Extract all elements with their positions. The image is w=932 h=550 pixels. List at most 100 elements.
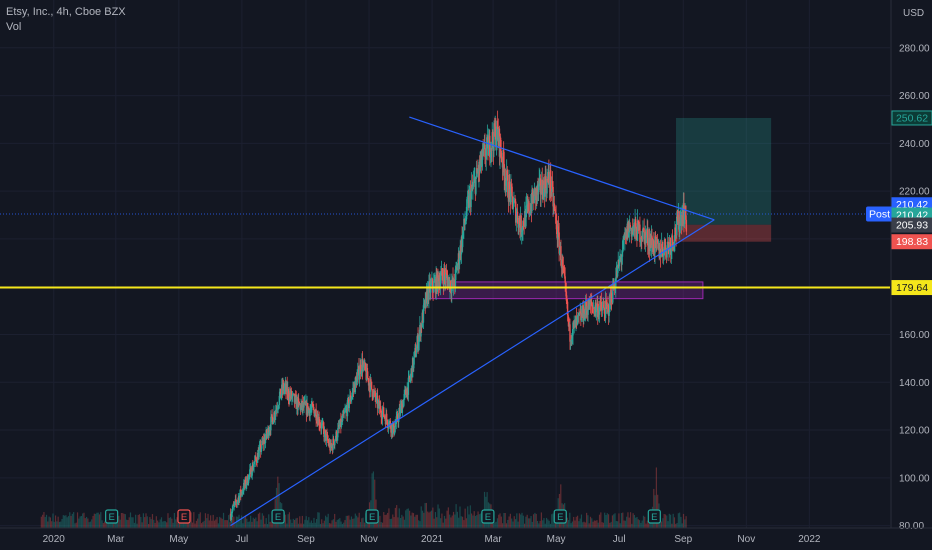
candle-body	[250, 475, 253, 477]
volume-bar	[47, 521, 49, 528]
currency-label[interactable]: USD	[903, 8, 924, 19]
earnings-marker[interactable]: E	[647, 509, 661, 524]
price-tag-value: 179.64	[896, 282, 928, 294]
volume-bar	[287, 514, 289, 528]
drawing-zones	[427, 117, 772, 300]
volume-bar	[122, 513, 124, 528]
volume-bar	[397, 517, 399, 528]
volume-bar	[433, 518, 435, 528]
volume-bar	[348, 515, 350, 528]
volume-bar	[321, 519, 323, 528]
volume-bar	[164, 521, 166, 528]
candle-body	[248, 474, 250, 476]
earnings-marker[interactable]: E	[481, 509, 495, 524]
volume-bar	[587, 515, 589, 528]
price-axis[interactable]: 80.00100.00120.00140.00160.00180.00200.0…	[890, 0, 930, 532]
volume-bar	[421, 510, 424, 528]
volume-bar	[89, 521, 92, 528]
volume-bar	[132, 517, 134, 528]
earnings-marker[interactable]: E	[105, 509, 119, 524]
volume-bar	[637, 519, 639, 528]
volume-bar	[418, 520, 420, 528]
candle-body	[612, 283, 614, 303]
candle-body	[636, 220, 639, 241]
candle-body	[513, 200, 515, 207]
candle-body	[635, 226, 638, 240]
candle-body	[557, 226, 560, 233]
price-tick-label: 100.00	[899, 473, 930, 484]
volume-bar	[410, 515, 412, 528]
candle-body	[360, 364, 362, 373]
volume-bar	[363, 522, 365, 528]
triangle-lower-trendline[interactable]	[230, 219, 715, 527]
price-tag-box	[891, 280, 932, 296]
volume-bar	[153, 519, 155, 528]
earnings-marker[interactable]: E	[553, 509, 567, 524]
candle-body	[242, 491, 244, 493]
candle-body	[521, 232, 523, 235]
candle-body	[370, 379, 372, 382]
triangle-upper-trendline[interactable]	[409, 116, 715, 221]
candle-body	[629, 224, 631, 229]
volume-bar	[419, 521, 421, 528]
volume-bar	[157, 520, 159, 528]
candle-body	[562, 259, 564, 267]
candle-body	[394, 425, 396, 433]
earnings-marker[interactable]: E	[271, 509, 285, 524]
volume-indicator-label[interactable]: Vol	[6, 21, 22, 33]
candle-body	[308, 408, 310, 410]
volume-bar	[671, 523, 673, 528]
symbol-title[interactable]: Etsy, Inc., 4h, Cboe BZX	[6, 6, 126, 18]
profit-target-zone[interactable]	[676, 117, 772, 225]
volume-bar	[667, 521, 669, 528]
candle-body	[479, 162, 481, 170]
post-market-tag[interactable]: Post	[866, 206, 893, 222]
candle-body	[274, 414, 276, 418]
candle-body	[607, 305, 610, 316]
candle-body	[489, 157, 492, 159]
volume-bar	[427, 511, 429, 528]
grid	[0, 0, 890, 528]
volume-bar	[605, 514, 607, 528]
volume-bar	[662, 518, 664, 528]
candle-body	[236, 502, 238, 504]
candle-body	[521, 230, 524, 233]
volume-bar	[452, 511, 455, 528]
volume-bar	[642, 515, 645, 528]
volume-bar	[522, 515, 524, 528]
candle-body	[662, 255, 665, 257]
candle-body	[514, 200, 516, 202]
volume-bar	[217, 523, 219, 528]
volume-bar	[243, 518, 245, 528]
earnings-marker[interactable]: E	[177, 509, 191, 524]
earnings-badge-label: E	[651, 512, 657, 523]
stop-loss-zone[interactable]	[676, 224, 772, 242]
candle-body	[608, 312, 610, 316]
candle-body	[356, 375, 358, 386]
volume-bar	[584, 522, 586, 528]
candle-body	[238, 495, 241, 502]
volume-bar	[291, 522, 293, 528]
volume-bar	[394, 507, 396, 528]
volume-bar	[58, 521, 61, 528]
volume-bar	[83, 512, 85, 528]
candle-body	[358, 366, 360, 380]
volume-bar	[635, 517, 637, 528]
candle-body	[326, 434, 328, 435]
candle-body	[465, 216, 467, 221]
trendline-drawings[interactable]	[0, 116, 890, 527]
volume-bar	[80, 515, 83, 528]
volume-bar	[304, 519, 306, 528]
candle-body	[666, 245, 668, 258]
volume-bar	[613, 514, 615, 528]
earnings-marker[interactable]: E	[365, 509, 379, 524]
volume-bar	[198, 513, 200, 528]
candle-body	[458, 258, 461, 265]
candle-body	[335, 431, 338, 440]
volume-bar	[175, 519, 177, 528]
volume-bar	[163, 520, 165, 528]
volume-bar	[367, 523, 369, 528]
time-axis[interactable]: 2020 Mar May Jul Sep Nov 2021 Mar May Jul Sep Nov 20…	[0, 527, 932, 545]
